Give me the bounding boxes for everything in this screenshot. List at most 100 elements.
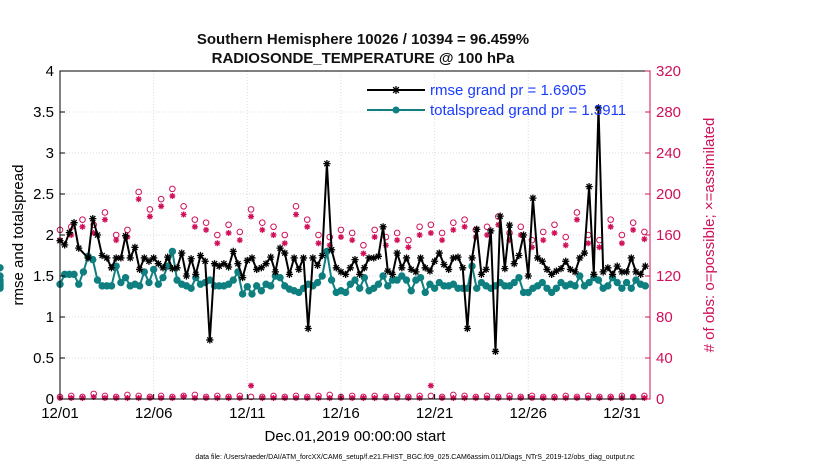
obs-possible-marker — [326, 233, 334, 241]
chart-title: Southern Hemisphere 10026 / 10394 = 96.4… — [197, 31, 529, 48]
y2-tick-label: 0 — [656, 391, 664, 408]
obs-assimilated-marker — [146, 213, 153, 220]
obs-rejected-assimilated-marker — [439, 394, 446, 401]
obs-possible-marker — [236, 228, 244, 236]
obs-possible-marker — [427, 221, 435, 229]
totalspread-point — [140, 268, 148, 276]
obs-assimilated-marker — [191, 223, 198, 230]
totalspread-point — [117, 278, 125, 287]
obs-rejected-assimilated-marker — [405, 394, 412, 401]
totalspread-point — [421, 288, 429, 297]
obs-assimilated-marker — [484, 232, 491, 238]
obs-rejected-assimilated-marker — [573, 394, 580, 401]
obs-possible-marker — [157, 195, 165, 203]
totalspread-point — [515, 273, 523, 282]
obs-assimilated-marker — [461, 223, 468, 230]
x-tick-label: 12/01 — [41, 405, 79, 422]
obs-possible-marker — [573, 209, 581, 216]
obs-rejected-assimilated-marker — [484, 394, 491, 401]
x-tick-label: 12/31 — [603, 405, 641, 422]
y-tick-label: 0.5 — [33, 350, 54, 367]
rmse-point — [548, 270, 556, 278]
rmse-point — [332, 264, 340, 272]
totalspread-point — [154, 280, 163, 288]
rmse-point — [323, 160, 331, 168]
obs-rejected-assimilated-marker — [394, 394, 401, 401]
rmse-point — [164, 253, 172, 261]
y-axis-ticks: 0 0.5 1 1.5 2 2.5 3 3.5 4 — [33, 63, 65, 408]
rmse-point — [505, 221, 514, 229]
obs-rejected-assimilated-marker — [315, 394, 322, 401]
rmse-point — [159, 264, 167, 272]
obs-assimilated-marker — [416, 232, 423, 238]
obs-rejected-assimilated-marker — [270, 394, 277, 401]
rmse-point — [515, 251, 523, 260]
obs-possible-marker — [416, 223, 423, 231]
obs-rejected-assimilated-marker — [293, 394, 299, 401]
y2-tick-label: 160 — [656, 227, 681, 244]
totalspread-point — [613, 278, 621, 287]
obs-rejected-assimilated-marker — [124, 394, 131, 401]
rmse-point — [384, 267, 392, 275]
totalspread-point — [318, 272, 326, 280]
totalspread-point — [510, 278, 518, 287]
obs-rejected-assimilated-marker — [203, 394, 210, 401]
rmse-point — [613, 262, 621, 270]
rmse-point — [608, 270, 617, 278]
obs-possible-marker — [180, 203, 187, 210]
rmse-point — [234, 260, 242, 268]
rmse-point — [491, 347, 500, 356]
rmse-point — [356, 270, 364, 278]
obs-rejected-assimilated-marker — [180, 393, 187, 400]
totalspread-point — [70, 270, 78, 279]
rmse-point — [267, 253, 275, 261]
totalspread-point — [238, 290, 247, 298]
obs-assimilated-marker — [315, 240, 322, 247]
obs-possible-marker — [405, 236, 412, 244]
obs-rejected-assimilated-marker — [90, 393, 97, 400]
obs-possible-marker — [79, 216, 86, 223]
obs-rejected-assimilated-marker — [79, 394, 86, 401]
obs-assimilated-marker — [439, 237, 446, 244]
x-tick-label: 12/11 — [229, 405, 265, 422]
totalspread-point — [370, 284, 378, 292]
rmse-point — [285, 270, 294, 278]
obs-possible-marker — [247, 206, 255, 213]
obs-assimilated-marker — [214, 240, 221, 247]
rmse-point — [365, 254, 373, 262]
rmse-point — [445, 265, 453, 274]
y2-tick-label: 280 — [656, 104, 681, 121]
rmse-point — [145, 257, 153, 265]
obs-assimilated-marker — [225, 229, 232, 236]
obs-assimilated-marker — [371, 234, 378, 241]
obs-rejected-possible-marker — [247, 393, 255, 401]
obs-assimilated-marker — [596, 244, 603, 251]
rmse-point — [210, 260, 219, 268]
rmse-point — [393, 249, 401, 257]
obs-assimilated-marker — [573, 216, 580, 223]
y-tick-label: 3.5 — [33, 104, 54, 121]
rmse-point — [463, 324, 471, 333]
rmse-point — [154, 260, 162, 268]
obs-rejected-assimilated-marker — [562, 394, 569, 401]
rmse-point — [538, 257, 546, 265]
data-series — [0, 104, 650, 356]
obs-assimilated-marker — [360, 250, 367, 257]
x-axis-label: Dec.01,2019 00:00:00 start — [265, 428, 447, 445]
y2-tick-label: 200 — [656, 186, 681, 203]
rmse-point — [435, 249, 443, 257]
obs-assimilated-marker — [79, 223, 86, 230]
rmse-point — [168, 265, 176, 273]
rmse-point — [519, 231, 528, 239]
x-tick-label: 12/06 — [135, 405, 173, 422]
obs-rejected-assimilated-marker — [450, 394, 457, 401]
obs-assimilated-marker — [562, 242, 569, 249]
totalspread-point — [604, 282, 612, 290]
rmse-point — [501, 265, 509, 273]
y-axis-label: rmse and totalspread — [10, 165, 27, 306]
y2-tick-label: 320 — [656, 63, 681, 80]
obs-possible-marker — [202, 219, 210, 226]
totalspread-legend-label: totalspread grand pr = 1.3911 — [430, 102, 626, 119]
rmse-point — [89, 215, 97, 223]
